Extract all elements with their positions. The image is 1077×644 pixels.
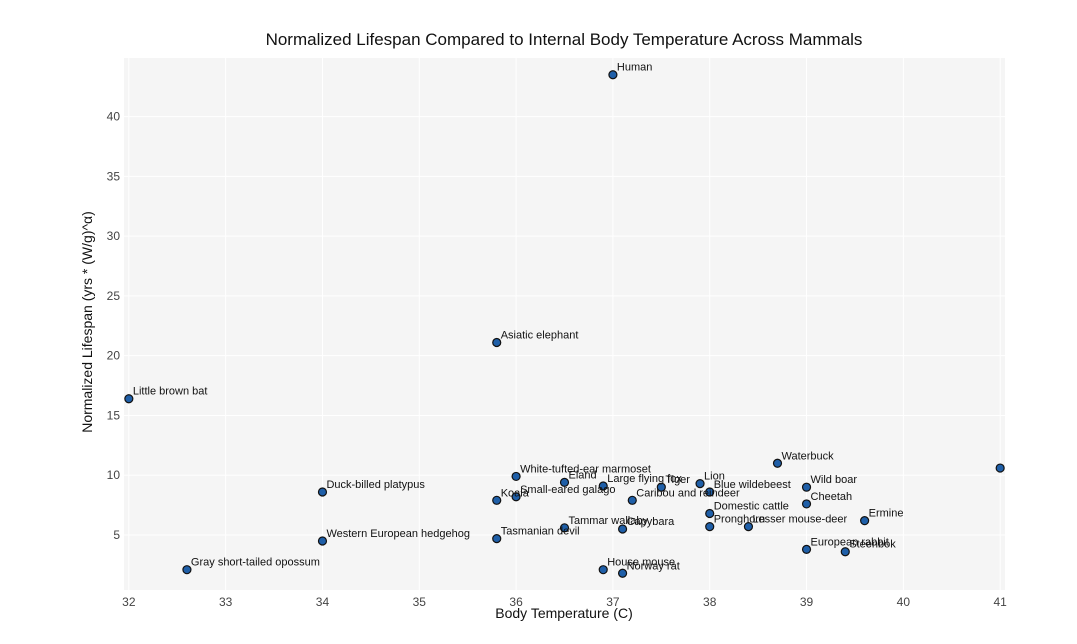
data-point[interactable] [801,482,812,492]
plot-area [124,58,1005,590]
data-label: Koala [501,487,530,499]
data-points [124,70,1005,578]
data-label: Large flying fox [607,473,682,485]
data-point[interactable] [772,458,783,468]
data-point[interactable] [840,547,850,557]
data-label: Tammar wallaby [569,515,649,527]
data-label: House mouse [607,557,675,569]
data-point[interactable] [559,523,570,533]
data-label: Waterbuck [781,450,834,462]
data-label: Little brown bat [133,386,208,398]
y-tick-label: 30 [107,229,121,243]
data-point[interactable] [492,495,502,505]
data-label: Wild boar [811,474,858,486]
x-tick-label: 33 [219,595,233,609]
data-label: European rabbit [811,536,889,548]
data-point[interactable] [598,481,608,491]
data-label: Lesser mouse-deer [752,514,847,526]
data-label: Eland [569,469,597,481]
data-label: Domestic cattle [714,500,789,512]
x-tick-label: 36 [509,595,523,609]
data-label: Lion [704,471,725,483]
data-point[interactable] [559,477,570,488]
data-point[interactable] [743,522,754,532]
data-label: Duck-billed platypus [326,479,425,491]
axis-ticks: 32 33 34 35 36 37 38 39 40 41 5 10 15 20 25 30 35 40 [107,110,1008,609]
y-tick-label: 35 [107,169,121,183]
x-tick-label: 37 [606,595,620,609]
data-point[interactable] [801,499,812,509]
x-tick-label: 39 [800,595,814,609]
data-point[interactable] [511,471,521,482]
data-label: Steenbok [849,539,896,551]
data-point[interactable] [695,479,705,489]
data-label: Blue wildebeest [714,479,791,491]
data-point[interactable] [492,533,502,544]
data-label: Human [617,62,652,74]
data-label: Ermine [869,508,904,520]
y-tick-label: 5 [113,528,120,542]
data-label: Cheetah [811,491,853,503]
y-tick-label: 25 [107,289,121,303]
data-point[interactable] [801,544,812,554]
x-tick-label: 41 [993,595,1007,609]
data-point[interactable] [705,522,715,532]
grid-lines [124,58,1005,590]
y-tick-label: 40 [107,110,121,124]
data-point[interactable] [656,482,666,492]
chart-title: Normalized Lifespan Compared to Internal… [266,30,863,49]
data-point[interactable] [182,565,192,575]
data-label: Tiger [665,474,690,486]
x-tick-label: 32 [122,595,136,609]
y-tick-label: 10 [107,468,121,482]
data-point[interactable] [598,565,608,575]
x-tick-label: 40 [897,595,911,609]
data-labels: Human Asiatic elephant Little brown bat Wat… [133,62,904,573]
x-axis-title: Body Temperature (C) [495,605,632,621]
data-label: Asiatic elephant [501,330,579,342]
data-point[interactable] [124,394,134,404]
data-point[interactable] [705,508,715,519]
data-point[interactable] [317,487,328,497]
data-label: Small-eared galago [520,484,615,496]
data-point[interactable] [627,495,637,505]
y-tick-label: 20 [107,349,121,363]
data-label: White-tufted-ear marmoset [520,463,651,475]
data-label: Western European hedgehog [326,528,470,540]
y-axis-title: Normalized Lifespan (yrs * (W/g)^α) [79,211,95,433]
data-point[interactable] [511,492,521,502]
data-label: Pronghorn [714,514,765,526]
data-label: Caribou and reindeer [636,487,740,499]
data-label: Gray short-tailed opossum [191,557,320,569]
x-tick-label: 34 [316,595,330,609]
data-point[interactable] [705,487,715,497]
data-point[interactable] [617,524,628,534]
data-point[interactable] [617,568,628,578]
data-label: Norway rat [627,560,680,572]
y-tick-label: 15 [107,408,121,422]
data-point[interactable] [608,70,618,80]
x-tick-label: 35 [413,595,427,609]
data-label: Tasmanian devil [501,526,580,538]
data-point[interactable] [317,536,328,546]
data-point[interactable] [492,337,502,348]
x-tick-label: 38 [703,595,717,609]
data-point[interactable] [995,463,1005,473]
data-label: Capybara [627,516,676,528]
data-point[interactable] [860,516,870,526]
